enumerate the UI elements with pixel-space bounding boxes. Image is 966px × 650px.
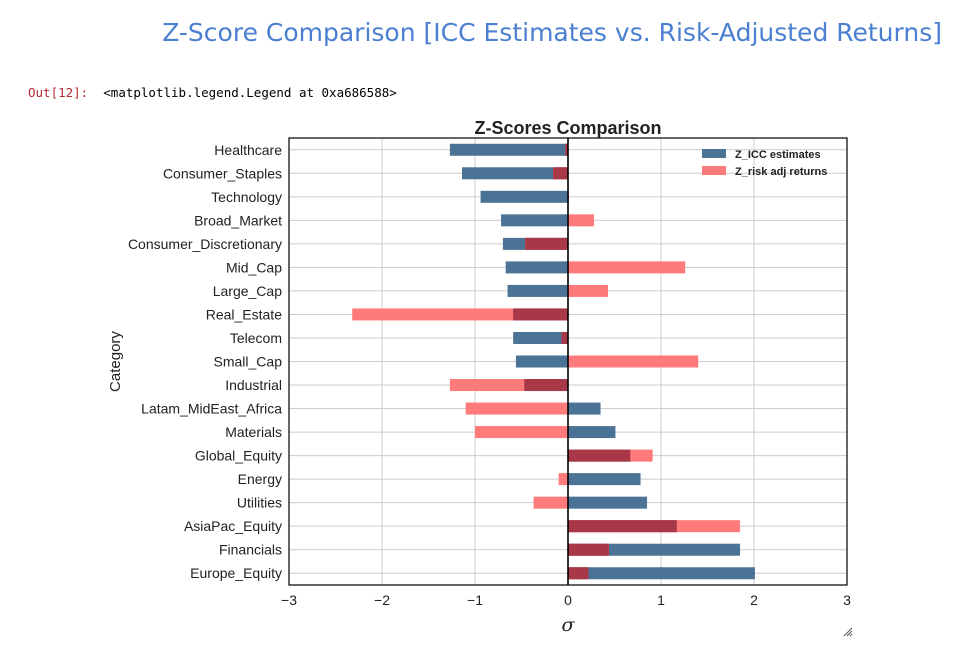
output-line: Out[12]: <matplotlib.legend.Legend at 0x… [28,85,397,100]
bar-icc-broad-market [501,214,568,227]
y-tick-label: AsiaPac_Equity [184,518,282,534]
y-axis-label: Category [107,331,124,392]
bar-icc-energy [568,473,641,486]
x-axis-label: σ [562,614,576,636]
bar-risk-large-cap [568,284,608,297]
y-tick-label: Technology [211,189,282,205]
bar-risk-energy [558,473,568,486]
legend-swatch-risk [702,166,726,175]
output-text: <matplotlib.legend.Legend at 0xa686588> [103,85,397,100]
x-tick-label: −3 [281,592,297,608]
bar-overlap-financials [568,543,609,556]
y-tick-label: Broad_Market [194,212,282,228]
x-tick-label: −1 [467,592,483,608]
y-tick-label: Energy [238,471,282,487]
y-tick-label: Real_Estate [206,306,282,322]
y-tick-label: Small_Cap [214,354,283,370]
page-heading: Z-Score Comparison [ICC Estimates vs. Ri… [162,18,942,47]
y-tick-label: Financials [219,542,282,558]
bar-icc-small-cap [515,355,568,368]
bar-risk-mid-cap [568,261,686,274]
x-tick-label: 1 [657,592,665,608]
bar-icc-latam-mideast-africa [568,402,601,415]
bar-overlap-telecom [561,331,568,344]
y-tick-label: Utilities [237,495,282,511]
legend: Z_ICC estimates Z_risk adj returns [702,149,827,178]
bar-layer [352,143,755,580]
legend-label-icc: Z_ICC estimates [735,149,821,161]
label-layer: Healthcare Consumer_Staples Technology Broa… [128,142,851,608]
bar-overlap-global-equity [568,449,631,462]
bar-risk-broad-market [568,214,595,227]
y-tick-label: Large_Cap [213,283,282,299]
resize-handle-icon[interactable] [842,626,854,638]
legend-swatch-icc [702,149,726,158]
x-tick-label: 0 [564,592,572,608]
y-tick-label: Mid_Cap [226,259,282,275]
y-tick-label: Industrial [225,377,282,393]
bar-overlap-asiapac-equity [568,520,677,533]
bar-icc-healthcare [449,143,568,156]
bar-overlap-industrial [524,379,568,392]
x-tick-label: −2 [374,592,390,608]
bar-risk-latam-mideast-africa [465,402,568,415]
bar-overlap-consumer-discretionary [525,237,568,250]
bar-icc-utilities [568,496,648,509]
bar-overlap-real-estate [513,308,568,321]
bar-risk-small-cap [568,355,699,368]
bar-risk-materials [475,426,568,439]
bar-icc-technology [480,190,568,203]
y-tick-label: Materials [225,424,282,440]
bar-icc-europe-equity [568,567,755,580]
y-tick-label: Europe_Equity [190,565,282,581]
x-tick-label: 3 [843,592,851,608]
y-tick-label: Telecom [230,330,282,346]
y-tick-label: Healthcare [214,142,282,158]
bar-icc-large-cap [507,284,568,297]
chart-title: Z-Scores Comparison [474,118,661,138]
bar-overlap-europe-equity [568,567,589,580]
y-tick-label: Latam_MidEast_Africa [141,401,282,417]
x-tick-label: 2 [750,592,758,608]
legend-label-risk: Z_risk adj returns [735,166,827,178]
bar-overlap-consumer-staples [553,167,568,180]
bar-overlap-healthcare [565,143,568,156]
y-tick-label: Consumer_Discretionary [128,236,282,252]
plot-frame [288,137,848,586]
bar-risk-utilities [533,496,568,509]
bar-icc-telecom [513,331,568,344]
bar-icc-financials [568,543,741,556]
y-tick-label: Global_Equity [195,448,282,464]
bar-icc-mid-cap [505,261,568,274]
bar-icc-consumer-staples [461,167,568,180]
bar-icc-materials [568,426,616,439]
y-tick-label: Consumer_Staples [163,165,282,181]
output-prompt: Out[12]: [28,85,89,100]
